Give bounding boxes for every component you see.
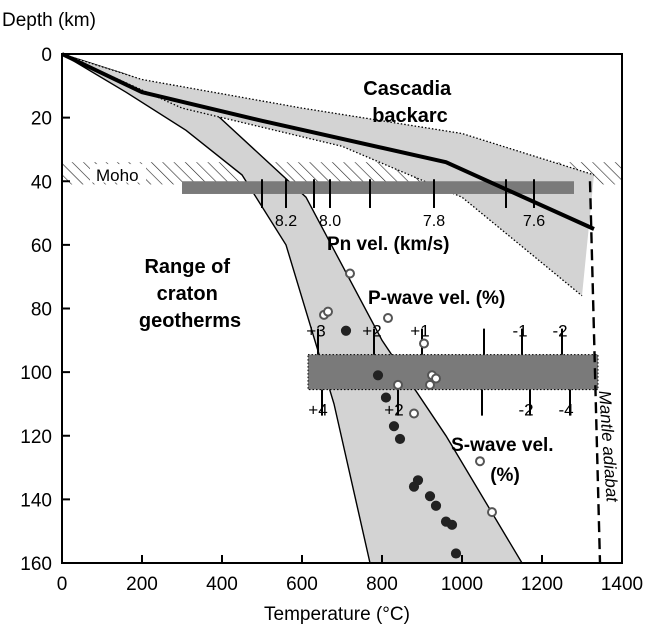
pn-scale-bar [182, 181, 574, 194]
data-point-open [409, 408, 419, 419]
x-tick-label: 400 [206, 574, 238, 595]
data-point-open [323, 306, 333, 317]
pwave-tick-label: -2 [552, 322, 567, 341]
data-point-filled [394, 433, 406, 445]
y-tick-label: 0 [41, 45, 52, 66]
data-point-filled [372, 370, 384, 381]
pn-tick-label: 8.2 [275, 213, 297, 230]
data-point-open [393, 379, 403, 390]
data-point-filled [380, 392, 392, 403]
x-tick-label: 1000 [441, 574, 483, 595]
swave-tick-label: -2 [518, 401, 533, 420]
x-axis-title: Temperature (°C) [264, 604, 410, 625]
y-tick-label: 120 [20, 427, 52, 448]
swave-tick-label: -4 [558, 401, 573, 420]
pn-tick-label: 8.0 [319, 213, 341, 230]
mantle-adiabat-label: Mantle adiabat [595, 390, 622, 504]
y-tick-label: 20 [31, 109, 52, 130]
data-point-filled [430, 500, 442, 511]
pn-title: Pn vel. (km/s) [327, 234, 450, 255]
tick-layer: 0 200 400 600 800 1000 1200 1400 0 20 40 60 80 100 120… [20, 45, 643, 595]
pwave-swave-scale-layer: +3 +2 +1 -1 -2 +4 +2 -2 -4 [306, 322, 599, 420]
y-axis-title: Depth (km) [2, 10, 96, 31]
data-point-filled [450, 548, 462, 559]
swave-tick-label: +4 [308, 401, 327, 420]
swave-tick-label: +2 [384, 401, 403, 420]
moho-label-bg [90, 164, 146, 183]
pwave-scale-bar [307, 354, 599, 391]
data-point-open [475, 456, 485, 467]
data-point-filled [446, 519, 458, 530]
swave-title: S-wave vel. (%) [451, 435, 559, 486]
pwave-title: P-wave vel. (%) [368, 288, 505, 309]
craton-right-bound [61, 53, 523, 564]
x-tick-label: 0 [57, 574, 68, 595]
craton-range-layer [61, 53, 523, 564]
mantle-adiabat-line [588, 181, 602, 564]
cascadia-label: Cascadia backarc [363, 78, 456, 127]
data-point-open [425, 379, 435, 390]
data-point-open [487, 507, 497, 518]
x-tick-label: 200 [126, 574, 158, 595]
craton-label: Range of craton geotherms [139, 256, 241, 332]
craton-left-bound [61, 53, 371, 564]
y-tick-label: 140 [20, 490, 52, 511]
data-point-open [431, 373, 441, 384]
data-point-filled [388, 421, 400, 432]
x-tick-label: 600 [286, 574, 318, 595]
pwave-tick-label: +3 [306, 322, 325, 341]
x-tick-label: 800 [366, 574, 398, 595]
cascadia-geotherm-line [61, 52, 595, 231]
craton-range-area [62, 54, 522, 563]
data-point-open [383, 313, 393, 324]
x-tick-label: 1200 [521, 574, 563, 595]
y-tick-label: 60 [31, 236, 52, 257]
y-tick-label: 40 [31, 172, 52, 193]
data-point-filled [412, 475, 424, 486]
y-tick-label: 100 [20, 363, 52, 384]
pwave-tick-label: +1 [410, 322, 429, 341]
cascadia-geotherm-layer [61, 52, 595, 231]
y-tick-label: 160 [20, 554, 52, 575]
pn-tick-label: 7.8 [423, 213, 445, 230]
data-point-open [419, 338, 429, 349]
pwave-tick-label: -1 [512, 322, 527, 341]
data-point-filled [424, 491, 436, 502]
data-point-open [345, 268, 355, 279]
pn-scale-layer: 8.2 8.0 7.8 7.6 [182, 179, 574, 230]
pwave-tick-label: +2 [362, 322, 381, 341]
moho-label: Moho [96, 166, 139, 185]
x-tick-label: 1400 [601, 574, 643, 595]
pn-tick-label: 7.6 [523, 213, 545, 230]
y-tick-label: 80 [31, 300, 52, 321]
data-point-filled [340, 325, 352, 336]
cascadia-range-area [62, 54, 594, 296]
xenolith-points-layer [319, 268, 497, 559]
mantle-adiabat-layer [588, 181, 602, 564]
